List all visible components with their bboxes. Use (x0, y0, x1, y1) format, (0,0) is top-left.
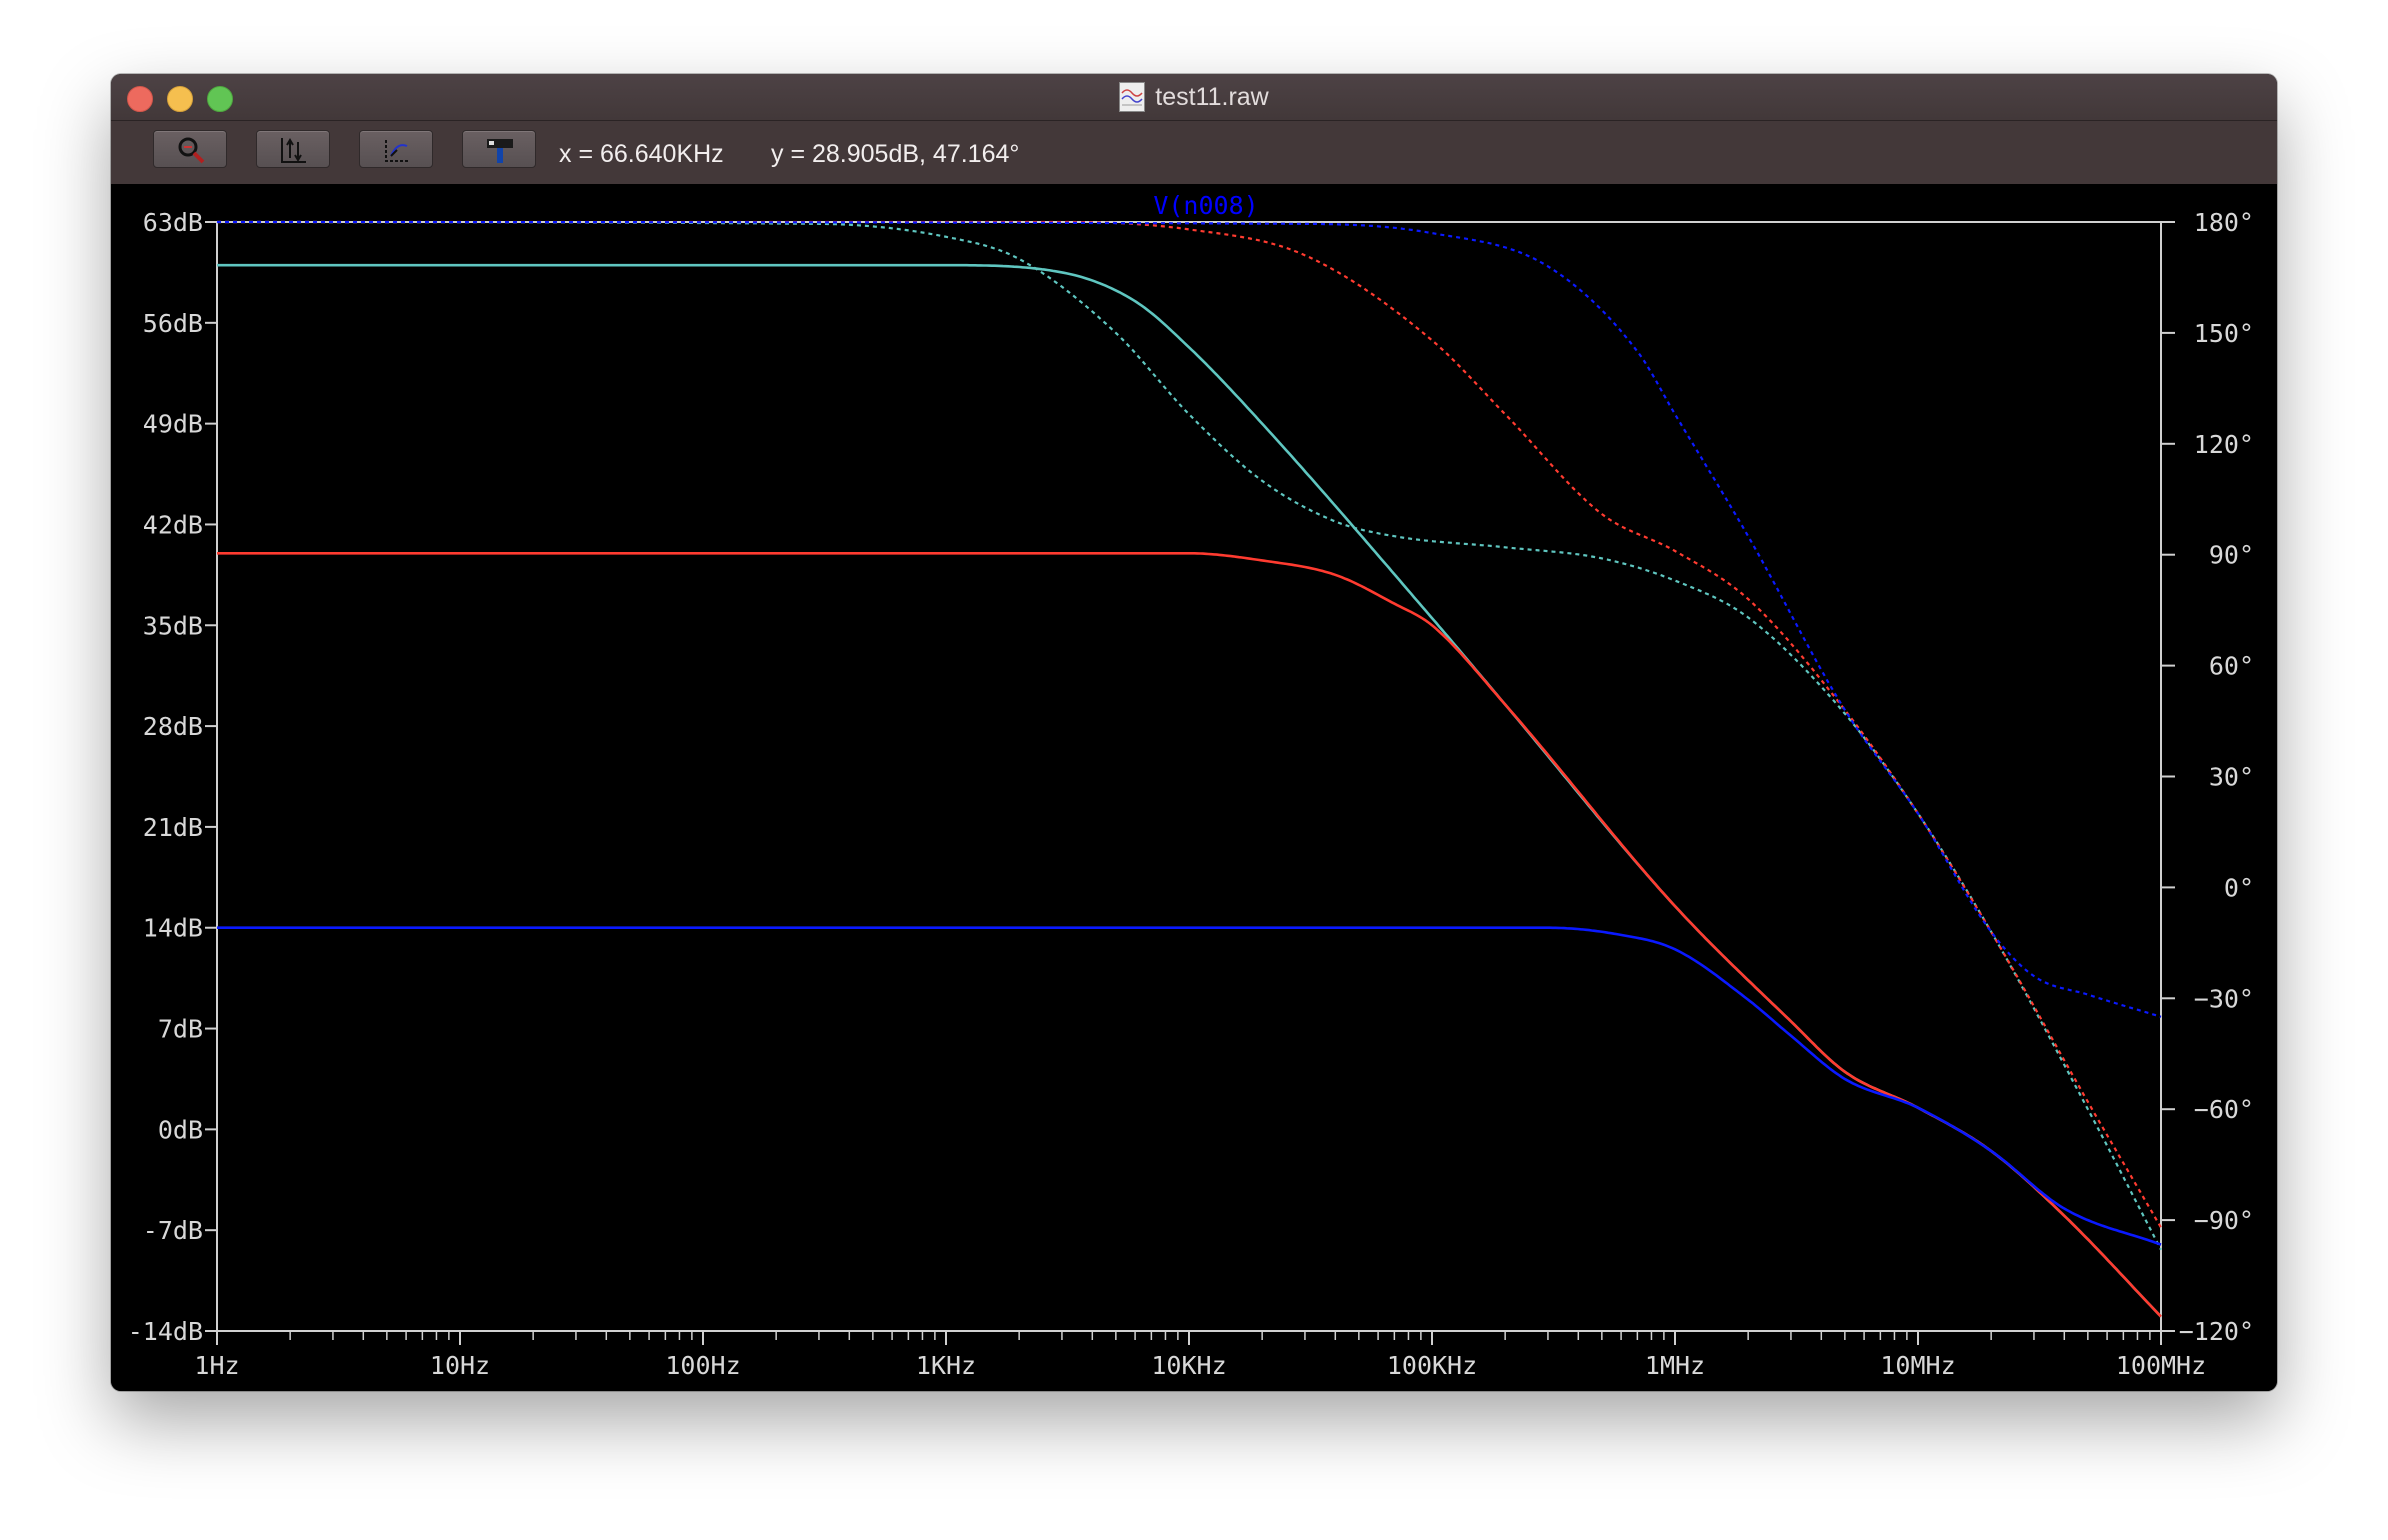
minimize-window-button[interactable] (167, 86, 193, 112)
y-left-tick-label: 14dB (143, 914, 203, 943)
y-left-tick-label: 21dB (143, 813, 203, 842)
y-left-tick-label: -14dB (128, 1317, 203, 1346)
title-bar[interactable]: test11.raw (111, 74, 2277, 121)
y-left-tick-label: 7dB (158, 1015, 203, 1044)
x-tick-label: 10KHz (1151, 1351, 1226, 1380)
trace-label: V(n008) (1153, 191, 1258, 220)
maximize-window-button[interactable] (207, 86, 233, 112)
pan-button[interactable] (359, 130, 433, 168)
plot-frame (216, 221, 2162, 1332)
y-right-tick-label: 90° (2209, 541, 2254, 570)
y-left-tick-label: 56dB (143, 309, 203, 338)
phase-trace-3 (217, 220, 2162, 1018)
y-left-tick-label: 63dB (143, 208, 203, 237)
y-left-tick-label: 35dB (143, 611, 203, 640)
phase-trace-1 (217, 220, 2162, 1251)
y-right-tick-label: −90° (2194, 1206, 2254, 1235)
cursor-y-readout: y = 28.905dB, 47.164° (771, 140, 1020, 168)
x-tick-label: 1MHz (1645, 1351, 1705, 1380)
x-tick-label: 100MHz (2116, 1351, 2206, 1380)
y-left-tick-label: 28dB (143, 712, 203, 741)
x-tick-label: 100Hz (665, 1351, 740, 1380)
plot-area[interactable]: 63dB 56dB 49dB 42dB 35dB 28dB 21dB 14dB 7dB 0dB -7… (111, 184, 2277, 1391)
magnitude-trace-1 (217, 263, 2162, 1318)
y-right-tick-label: −120° (2179, 1317, 2254, 1346)
toolbar: x = 66.640KHz y = 28.905dB, 47.164° (111, 121, 2277, 184)
waveform-window: test11.raw (111, 74, 2277, 1391)
y-left-tick-label: -7dB (143, 1216, 203, 1245)
window-title: test11.raw (1155, 82, 1269, 111)
y-right-tick-label: −60° (2194, 1095, 2254, 1124)
magnitude-trace-2 (217, 552, 2162, 1318)
cursor-x-readout: x = 66.640KHz (559, 140, 724, 168)
y-right-tick-label: 180° (2194, 208, 2254, 237)
autorange-button[interactable] (256, 130, 330, 168)
x-tick-label: 10Hz (430, 1351, 490, 1380)
window-title-group: test11.raw (111, 74, 2277, 120)
y-right-tick-label: 120° (2194, 430, 2254, 459)
y-right-tick-label: 150° (2194, 319, 2254, 348)
x-tick-label: 1KHz (916, 1351, 976, 1380)
waveform-document-icon (1119, 82, 1146, 112)
y-left-tick-label: 0dB (158, 1115, 203, 1144)
x-tick-label: 100KHz (1387, 1351, 1477, 1380)
phase-trace-2 (217, 220, 2162, 1229)
y-left-tick-label: 49dB (143, 410, 203, 439)
bode-plot[interactable]: 63dB 56dB 49dB 42dB 35dB 28dB 21dB 14dB 7dB 0dB -7… (111, 184, 2277, 1391)
y-left-tick-label: 42dB (143, 510, 203, 539)
y-right-tick-label: −30° (2194, 984, 2254, 1013)
y-right-tick-label: 60° (2209, 652, 2254, 681)
close-window-button[interactable] (127, 86, 153, 112)
zoom-button[interactable] (153, 130, 227, 168)
y-right-tick-label: 0° (2224, 873, 2254, 902)
magnitude-trace-3 (217, 926, 2162, 1246)
pick-trace-button[interactable] (462, 130, 536, 168)
y-right-tick-label: 30° (2209, 763, 2254, 792)
x-tick-label: 1Hz (194, 1351, 239, 1380)
x-tick-label: 10MHz (1880, 1351, 1955, 1380)
